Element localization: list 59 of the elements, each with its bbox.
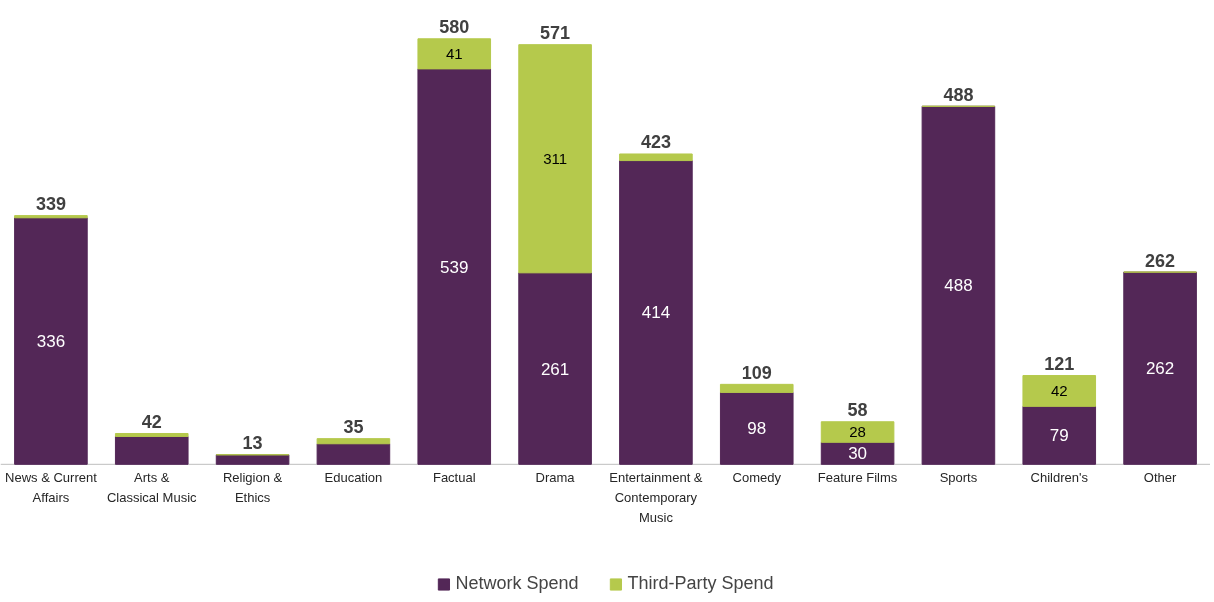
bar xyxy=(518,44,592,274)
bar xyxy=(417,38,492,70)
total-label: 13 xyxy=(242,433,263,454)
legend-label: Network Spend xyxy=(455,573,579,594)
bar xyxy=(1022,375,1097,407)
bar xyxy=(619,160,693,465)
data-label: 42 xyxy=(1050,381,1068,399)
total-label: 423 xyxy=(640,132,671,153)
data-label: 28 xyxy=(849,423,866,441)
bar xyxy=(820,421,895,443)
total-label: 488 xyxy=(943,84,974,105)
total-label: 339 xyxy=(35,194,66,215)
x-tick-label: News & Current Affairs xyxy=(5,469,98,506)
bar xyxy=(619,153,693,162)
bar xyxy=(114,433,189,437)
data-label: 98 xyxy=(747,419,767,439)
bar xyxy=(316,443,391,465)
total-label: 121 xyxy=(1044,353,1075,374)
bar xyxy=(719,383,794,393)
data-label: 262 xyxy=(1145,359,1175,379)
legend-label: Third-Party Spend xyxy=(627,573,774,594)
bar xyxy=(1123,271,1197,465)
data-label: 414 xyxy=(641,303,671,323)
data-label: 79 xyxy=(1049,426,1069,446)
x-tick-label: Factual xyxy=(432,469,476,485)
total-label: 571 xyxy=(540,23,571,44)
bar xyxy=(316,438,391,445)
bar xyxy=(518,272,592,465)
bar xyxy=(114,435,189,465)
x-tick-label: Children's xyxy=(1030,469,1089,485)
x-tick-label: Drama xyxy=(535,469,576,485)
bar xyxy=(1022,405,1097,465)
x-tick-label: Other xyxy=(1143,469,1178,485)
bar xyxy=(215,454,290,465)
x-tick-label: Feature Films xyxy=(817,469,898,485)
total-label: 58 xyxy=(847,400,868,421)
x-tick-label: Comedy xyxy=(732,469,782,485)
bar xyxy=(921,105,996,465)
total-label: 580 xyxy=(439,17,470,38)
x-tick-label: Arts & Classical Music xyxy=(106,469,198,506)
bar xyxy=(14,215,88,219)
total-label: 109 xyxy=(741,362,772,383)
total-label: 42 xyxy=(141,411,162,432)
data-label: 488 xyxy=(944,276,973,296)
total-label: 35 xyxy=(343,417,364,438)
data-label: 311 xyxy=(543,149,568,167)
bar xyxy=(417,68,492,465)
data-label: 30 xyxy=(848,444,868,464)
x-tick-label: Sports xyxy=(939,469,978,485)
data-label: 261 xyxy=(540,359,570,379)
x-tick-label: Entertainment & Contemporary Music xyxy=(609,469,703,526)
x-tick-label: Education xyxy=(324,469,383,485)
total-label: 262 xyxy=(1145,250,1176,271)
bar xyxy=(14,217,88,465)
bar xyxy=(719,391,794,465)
data-label: 539 xyxy=(440,257,469,277)
x-tick-label: Religion & Ethics xyxy=(222,469,283,506)
data-label: 336 xyxy=(36,332,66,352)
data-label: 41 xyxy=(445,44,463,62)
